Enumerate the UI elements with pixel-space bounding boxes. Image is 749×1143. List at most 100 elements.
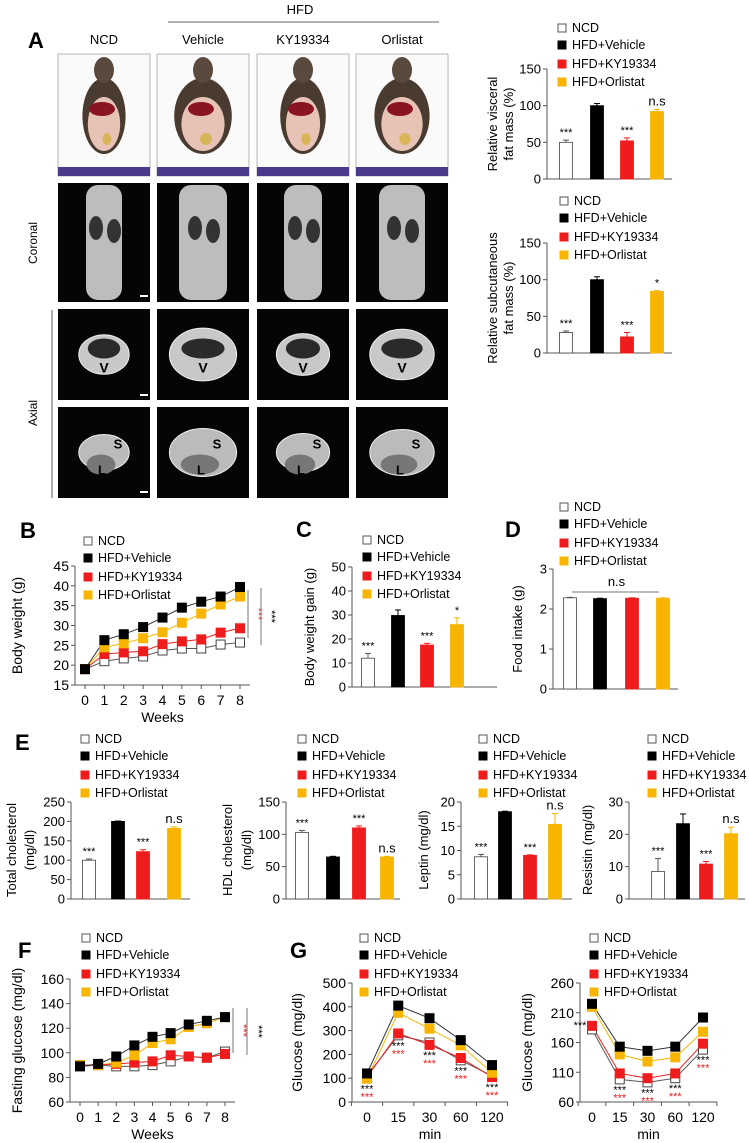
legend-swatch <box>647 734 657 744</box>
legend-label: HFD+Orlistat <box>98 588 171 602</box>
y-tick-label: 35 <box>53 598 69 614</box>
legend-label: HFD+KY19334 <box>374 967 458 981</box>
mri-kidney <box>306 219 320 243</box>
line-chart-G1: 0 100 200 300 400 500 0 15 30 60 120 min Glucose (mg… <box>289 975 509 1142</box>
mouse-fat <box>399 133 411 145</box>
bar-chart-subcut: 0 50 100 150 Relative subcutaneous fat mass (… <box>485 232 672 364</box>
group-label: HFD <box>287 2 314 17</box>
legend-swatch <box>557 40 567 50</box>
significance-label: *** <box>423 1058 437 1070</box>
y-tick-label: 10 <box>609 859 623 874</box>
significance-label: *** <box>421 630 435 642</box>
mri-liver <box>284 454 316 475</box>
y-axis-label: Body weight (g) <box>9 577 25 674</box>
y-tick-label: 30 <box>332 608 346 623</box>
mri-body <box>379 185 425 300</box>
mouse-fat <box>102 133 112 145</box>
legend-label: HFD+Vehicle <box>377 550 450 564</box>
data-point <box>698 1038 708 1049</box>
bar-hfd-ky19334 <box>352 827 366 900</box>
bar-ncd <box>559 141 573 180</box>
y-tick-label: 100 <box>323 1070 347 1086</box>
legend-swatch <box>297 788 307 798</box>
data-point <box>487 1060 497 1071</box>
y-tick-label: 0 <box>540 682 547 697</box>
legend-swatch <box>83 553 93 563</box>
y-axis-label: Fasting glucose (mg/dl) <box>9 968 25 1114</box>
data-point <box>196 634 207 645</box>
y-tick-label: 400 <box>323 999 347 1015</box>
x-axis-label: Weeks <box>141 709 184 725</box>
mouse-fat <box>301 133 311 145</box>
data-point <box>196 608 207 619</box>
data-point <box>147 1056 158 1067</box>
mouse-fat <box>200 133 212 145</box>
y-tick-label: 140 <box>41 996 65 1012</box>
mri-axial: V <box>356 309 448 400</box>
mouse-photo <box>355 53 449 177</box>
mouse-head <box>193 57 213 83</box>
line-chart-G2: 60 110 160 210 260 0 15 30 60 120 min Glucose (mg/d… <box>519 975 718 1142</box>
y-tick-label: 30 <box>609 795 623 810</box>
y-tick-label: 150 <box>519 62 541 77</box>
x-tick-label: 1 <box>100 692 108 708</box>
legend-label: HFD+Vehicle <box>374 948 447 962</box>
mri-axial: V <box>257 309 349 400</box>
y-tick-label: 60 <box>558 1094 574 1110</box>
legend-swatch <box>359 969 369 979</box>
data-point <box>129 1050 140 1061</box>
x-tick-label: 120 <box>691 1109 715 1125</box>
significance-label: *** <box>454 1065 468 1077</box>
data-point <box>698 1026 708 1037</box>
y-axis-label: Relative subcutaneous <box>485 232 500 364</box>
mri-coronal <box>58 183 150 302</box>
y-tick-label: 50 <box>332 560 346 575</box>
legend-label: HFD+Vehicle <box>98 551 171 565</box>
legend-swatch <box>297 734 307 744</box>
legend-label: HFD+Orlistat <box>574 554 647 568</box>
legend-label: NCD <box>96 931 123 945</box>
significance-label: *** <box>454 1073 468 1085</box>
panel-letter: D <box>505 517 521 542</box>
legend-swatch <box>557 77 567 87</box>
legend-label: HFD+Vehicle <box>572 38 645 52</box>
data-point <box>220 1049 230 1060</box>
legend-swatch <box>478 770 488 780</box>
data-point <box>157 639 168 650</box>
data-point <box>165 1050 176 1061</box>
x-tick-label: 7 <box>217 692 225 708</box>
significance-label: *** <box>574 1020 588 1032</box>
legend-swatch <box>362 535 372 545</box>
y-tick-label: 0 <box>448 892 455 907</box>
bar-hfd-ky19334 <box>136 851 150 900</box>
mark-visceral: V <box>99 360 109 376</box>
legend-label: HFD+Orlistat <box>572 75 645 89</box>
legend-label: HFD+Vehicle <box>96 948 169 962</box>
bar-hfd-orlistat <box>724 833 738 900</box>
bar-hfd-vehicle <box>326 856 340 900</box>
data-point <box>118 629 129 640</box>
y-tick-label: 20 <box>53 657 69 673</box>
significance-label: *** <box>697 1063 711 1075</box>
legend-swatch <box>559 538 569 548</box>
legend-swatch <box>589 933 599 943</box>
significance-label: *** <box>560 318 574 330</box>
data-point <box>138 633 149 644</box>
legend-swatch <box>559 213 569 223</box>
data-point <box>642 1073 653 1084</box>
x-tick-label: 3 <box>130 1109 138 1125</box>
significance-label: *** <box>137 837 151 849</box>
bar-chart-E0: 0 50 100 150 200 250 Total cholesterol (mg/dl) *… <box>4 795 190 907</box>
mri-coronal <box>257 183 349 302</box>
mark-subcutaneous: S <box>412 437 421 452</box>
y-tick-label: 15 <box>53 677 69 693</box>
legend-swatch <box>81 987 91 997</box>
mri-kidney <box>188 216 202 240</box>
data-point <box>118 647 129 658</box>
x-tick-label: 15 <box>390 1109 406 1125</box>
data-point <box>147 1031 158 1042</box>
x-tick-label: 8 <box>236 692 244 708</box>
data-point <box>93 1058 104 1069</box>
y-tick-label: 2 <box>540 602 547 617</box>
